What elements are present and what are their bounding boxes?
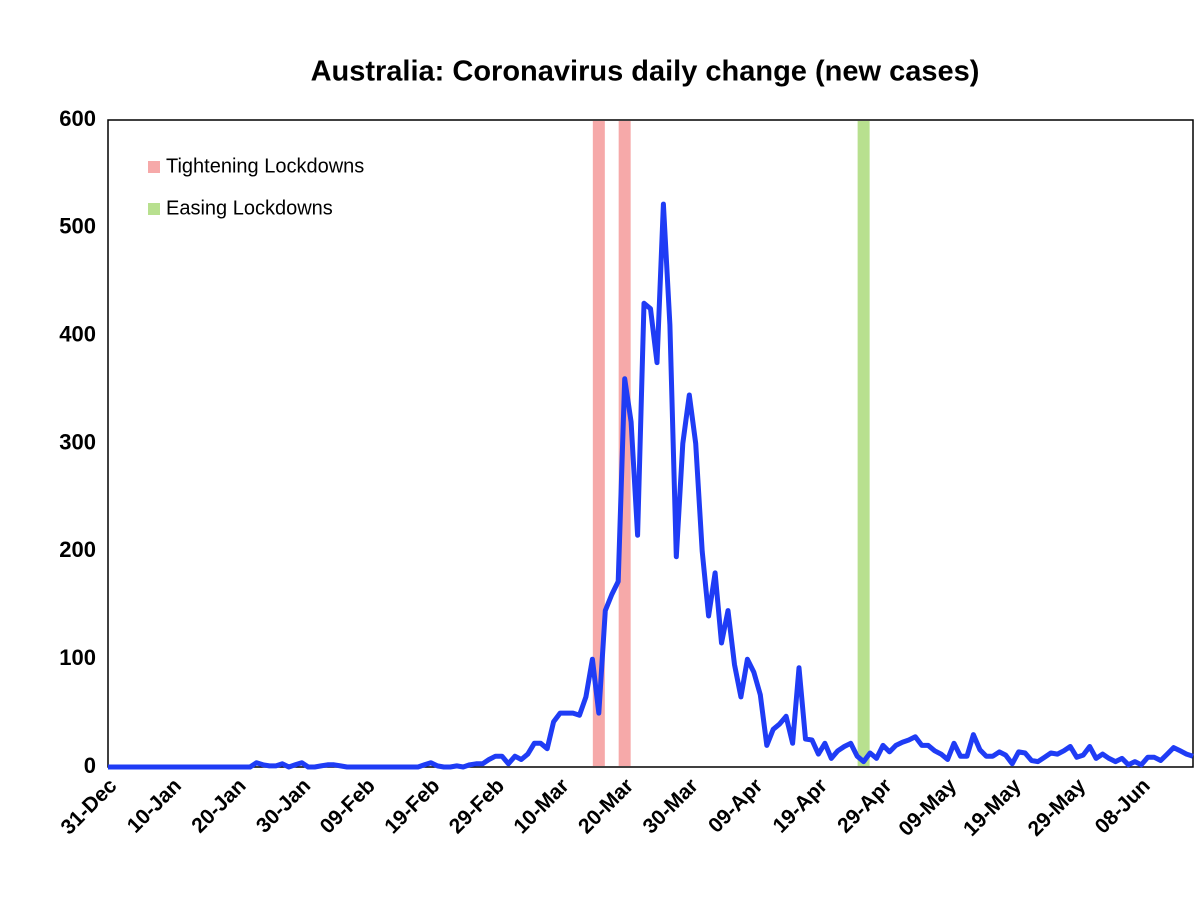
x-tick-label: 09-Feb	[316, 774, 380, 838]
plot-frame	[107, 119, 1194, 768]
x-tick-label: 10-Mar	[509, 774, 573, 838]
x-tick-label: 31-Dec	[56, 774, 121, 839]
chart-title: Australia: Coronavirus daily change (new…	[311, 56, 980, 88]
x-tick-label: 09-Apr	[704, 774, 767, 837]
y-tick-label: 200	[59, 537, 96, 562]
highlight-band	[592, 121, 605, 766]
x-tick-label: 30-Mar	[639, 774, 703, 838]
x-tick-label: 19-Feb	[380, 774, 444, 838]
x-tick-label: 19-Apr	[769, 774, 832, 837]
legend-swatch	[148, 203, 160, 215]
data-line	[108, 201, 1194, 770]
x-tick-label: 29-May	[1024, 774, 1091, 841]
y-tick-label: 300	[59, 429, 96, 454]
x-tick-label: 29-Apr	[833, 774, 896, 837]
x-tick-label: 20-Mar	[574, 774, 638, 838]
legend-label: Tightening Lockdowns	[166, 155, 364, 177]
x-tick-label: 19-May	[959, 774, 1026, 841]
x-tick-label: 20-Jan	[187, 774, 250, 837]
legend-swatch	[148, 161, 160, 173]
y-tick-label: 0	[84, 753, 96, 778]
y-tick-label: 500	[59, 214, 96, 239]
x-tick-label: 09-May	[894, 774, 961, 841]
x-tick-label: 30-Jan	[252, 774, 315, 837]
x-tick-label: 08-Jun	[1091, 774, 1155, 838]
y-tick-label: 400	[59, 321, 96, 346]
x-tick-label: 10-Jan	[123, 774, 186, 837]
y-tick-label: 100	[59, 645, 96, 670]
highlight-band	[857, 121, 870, 766]
legend-label: Easing Lockdowns	[166, 197, 333, 219]
y-tick-label: 600	[59, 106, 96, 131]
x-tick-label: 29-Feb	[445, 774, 509, 838]
